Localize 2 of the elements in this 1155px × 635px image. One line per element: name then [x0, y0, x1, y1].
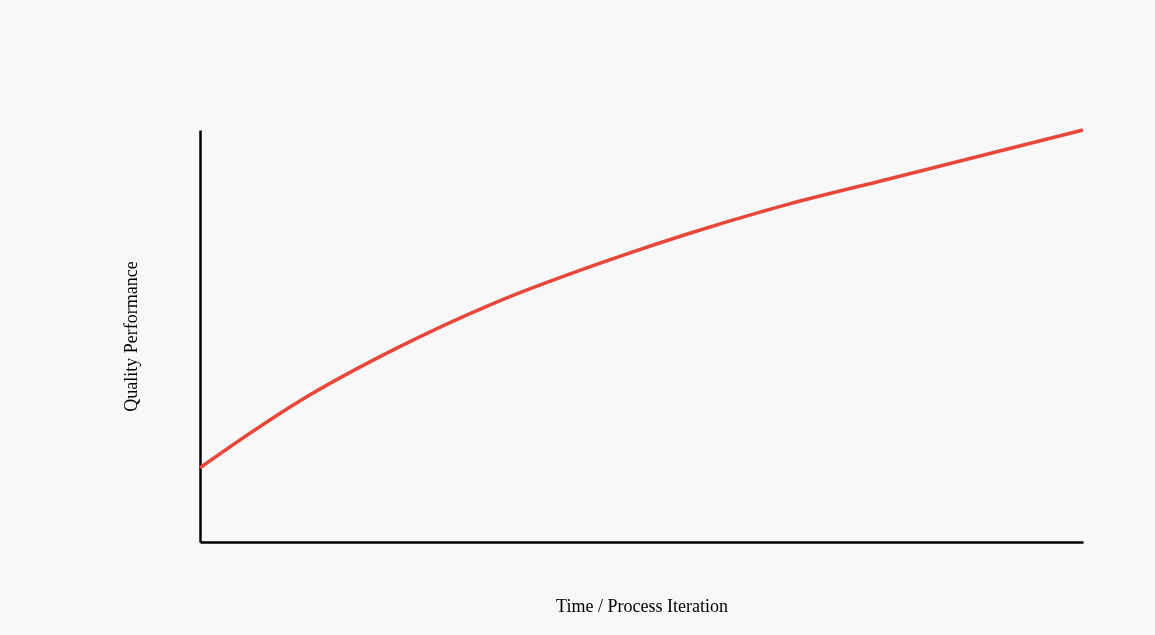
x-axis-title: Time / Process Iteration — [556, 595, 728, 616]
y-axis-title: Quality Performance — [120, 261, 141, 412]
